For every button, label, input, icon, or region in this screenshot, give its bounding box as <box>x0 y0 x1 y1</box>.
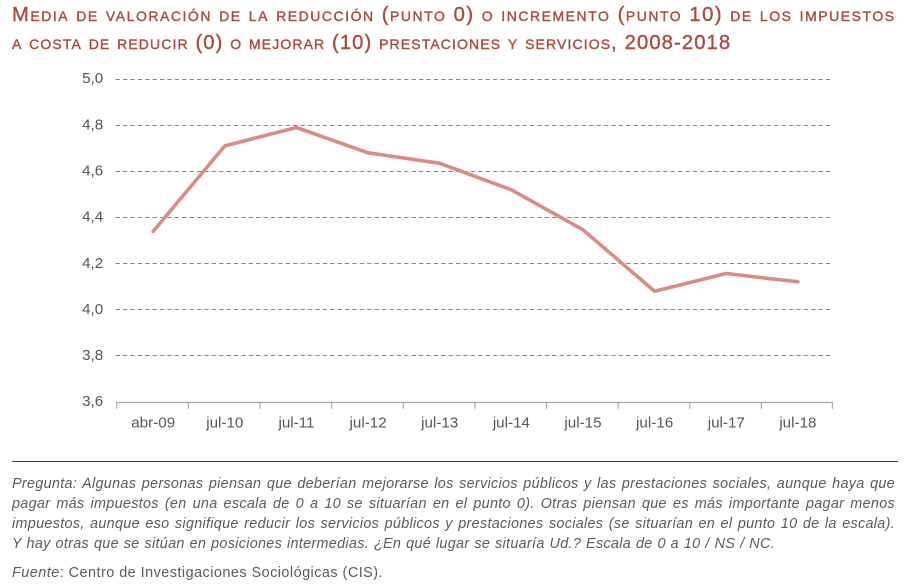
svg-text:jul-18: jul-18 <box>778 415 816 432</box>
svg-text:jul-14: jul-14 <box>492 415 530 432</box>
svg-text:3,6: 3,6 <box>82 393 103 410</box>
svg-text:jul-12: jul-12 <box>349 415 387 432</box>
svg-text:abr-09: abr-09 <box>131 415 175 432</box>
svg-text:4,4: 4,4 <box>82 209 103 226</box>
svg-text:jul-13: jul-13 <box>420 415 458 432</box>
svg-text:4,2: 4,2 <box>82 255 103 272</box>
svg-text:4,8: 4,8 <box>82 116 103 133</box>
svg-text:5,0: 5,0 <box>82 70 103 87</box>
svg-text:jul-17: jul-17 <box>707 415 745 432</box>
svg-text:jul-10: jul-10 <box>205 415 243 432</box>
svg-text:4,6: 4,6 <box>82 163 103 180</box>
svg-text:jul-11: jul-11 <box>277 415 314 432</box>
svg-text:jul-15: jul-15 <box>563 415 601 432</box>
svg-text:4,0: 4,0 <box>82 301 103 318</box>
svg-text:3,8: 3,8 <box>82 347 103 364</box>
svg-text:jul-16: jul-16 <box>635 415 673 432</box>
